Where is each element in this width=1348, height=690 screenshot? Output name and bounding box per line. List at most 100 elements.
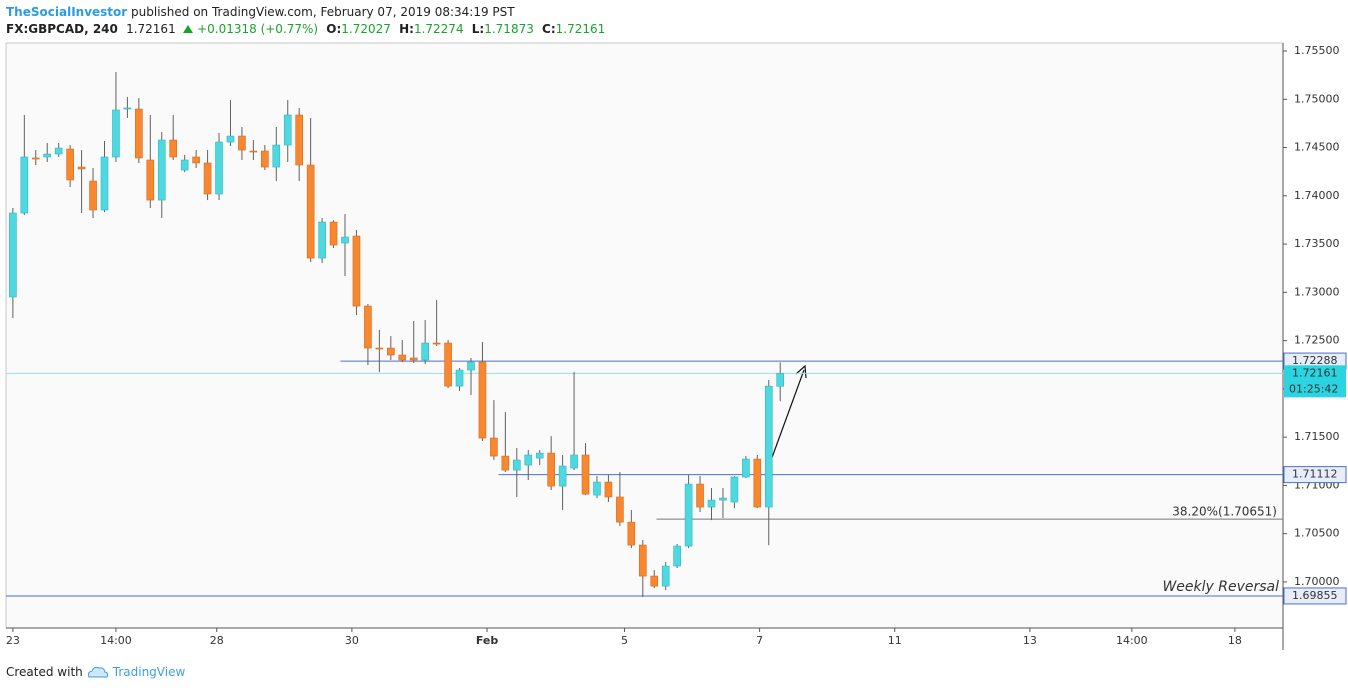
countdown: 01:25:42	[1289, 382, 1338, 395]
candle-body	[364, 305, 372, 349]
y-tick-label: 1.74500	[1294, 141, 1340, 154]
last: 1.72161	[126, 22, 176, 36]
symbol: FX:GBPCAD, 240	[6, 22, 118, 36]
candle-body	[730, 476, 739, 503]
y-tick-label: 1.75500	[1294, 44, 1340, 57]
footer: Created with TradingView	[6, 663, 185, 681]
candle-body	[535, 452, 544, 459]
brand[interactable]: TradingView	[112, 665, 186, 679]
x-tick-label: 30	[345, 634, 359, 647]
candle-body	[318, 221, 326, 259]
candle-body	[467, 361, 475, 371]
candle-body	[226, 135, 235, 143]
c-label: C:	[542, 22, 556, 36]
candle-body	[570, 454, 578, 469]
change: +0.01318 (+0.77%)	[197, 22, 319, 36]
plot-area	[5, 42, 1284, 629]
published: published on TradingView.com, February 0…	[131, 5, 515, 19]
candle-body	[123, 107, 132, 110]
candle-body	[490, 437, 498, 457]
y-tick-label: 1.70500	[1294, 527, 1340, 540]
candle-body	[616, 496, 624, 523]
candle-body	[673, 545, 681, 567]
x-tick-label: 14:00	[1116, 634, 1148, 647]
y-tick-label: 1.72500	[1294, 334, 1340, 347]
candle-body	[398, 354, 407, 361]
y-tick-label: 1.73500	[1294, 237, 1340, 250]
x-tick-label: Feb	[476, 634, 499, 647]
candle-body	[719, 497, 727, 501]
candle-body	[9, 212, 17, 298]
candle-body	[650, 575, 659, 587]
candle-body	[638, 544, 647, 577]
level-label-box	[1283, 466, 1347, 484]
l-value: 1.71873	[484, 22, 534, 36]
candle-body	[432, 342, 441, 345]
candle-body	[238, 135, 246, 151]
fib-label: 38.20%(1.70651)	[1172, 505, 1277, 519]
legend-line: FX:GBPCAD, 240 1.72161 +0.01318 (+0.77%)…	[6, 21, 605, 38]
candle-body	[100, 156, 109, 211]
candle-body	[558, 465, 567, 487]
candle-body	[581, 454, 590, 495]
h-value: 1.72274	[413, 22, 464, 36]
x-tick-label: 13	[1023, 634, 1037, 647]
candle-body	[261, 150, 269, 168]
candle-body	[742, 458, 750, 478]
x-tick-label: 5	[621, 634, 628, 647]
h-label: H:	[399, 22, 414, 36]
y-tick-label: 1.70000	[1294, 575, 1340, 588]
candle-body	[20, 156, 29, 214]
candle-body	[387, 347, 395, 356]
user[interactable]: TheSocialInvestor	[6, 5, 128, 19]
o-label: O:	[326, 22, 342, 36]
level-label: 1.71112	[1292, 468, 1338, 481]
candle-body	[684, 483, 693, 547]
candle-body	[295, 114, 303, 166]
candle-body	[135, 108, 143, 159]
candle-body	[753, 458, 762, 508]
candle-body	[455, 369, 464, 387]
annotation: Weekly Reversal	[1162, 579, 1279, 595]
candle-body	[478, 361, 487, 439]
c-value: 1.72161	[555, 22, 606, 36]
candle-body	[593, 481, 601, 496]
candle-body	[31, 157, 40, 160]
level-label-box	[1283, 587, 1347, 605]
candle-body	[604, 481, 613, 498]
candle-body	[283, 114, 292, 146]
candle-body	[409, 357, 418, 361]
candle-body	[203, 162, 212, 195]
candle-body	[512, 459, 521, 471]
candle-body	[43, 153, 52, 158]
y-tick-label: 1.71500	[1294, 430, 1340, 443]
created-with: Created with	[6, 665, 83, 679]
candle-body	[547, 452, 555, 487]
candle-body	[169, 139, 178, 158]
candle-body	[524, 454, 533, 466]
candle-body	[157, 139, 166, 201]
candle-body	[66, 148, 74, 181]
candle-body	[180, 159, 189, 171]
candle-body	[192, 156, 200, 164]
y-tick-label: 1.74000	[1294, 189, 1340, 202]
candle-body	[696, 483, 704, 508]
y-tick-label: 1.73000	[1294, 285, 1340, 298]
tv-logo	[87, 666, 108, 678]
x-tick-label: 14:00	[100, 634, 132, 647]
o-value: 1.72027	[341, 22, 391, 36]
candle-body	[112, 109, 120, 158]
candle-body	[272, 144, 281, 168]
candle-body	[249, 150, 258, 153]
x-tick-label: 28	[210, 634, 224, 647]
up-arrow	[182, 25, 193, 33]
l-label: L:	[471, 22, 485, 36]
candle-body	[341, 236, 349, 244]
candle-body	[306, 164, 315, 259]
level-label: 1.72288	[1292, 354, 1338, 367]
candle-body	[329, 221, 338, 246]
candle-body	[444, 342, 452, 387]
arrow	[769, 364, 807, 464]
candle-body	[501, 455, 510, 471]
